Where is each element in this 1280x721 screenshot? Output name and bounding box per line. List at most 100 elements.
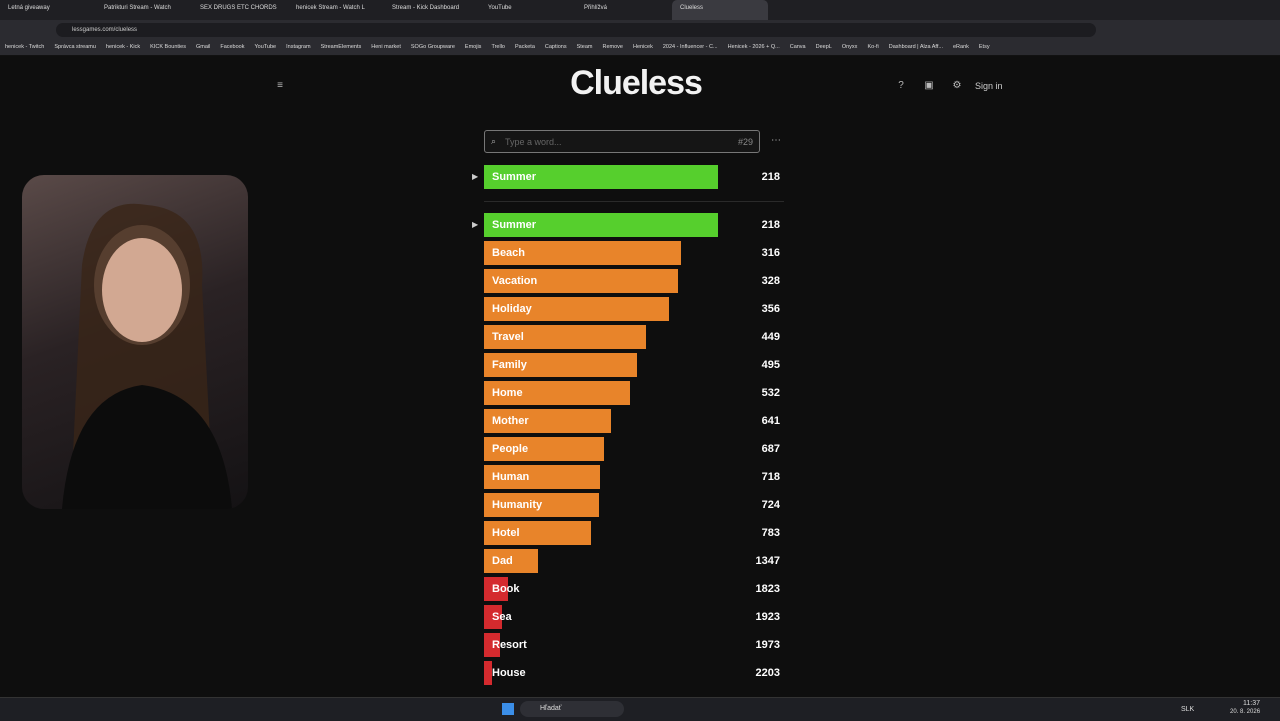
- game-title: Clueless: [570, 64, 703, 102]
- expand-arrow[interactable]: ▶: [472, 220, 479, 229]
- taskbar: Hľadať SLK 11:37 20. 8. 2026: [0, 697, 1280, 721]
- guess-word: Resort: [492, 639, 527, 651]
- settings-icon[interactable]: ⚙: [952, 80, 962, 91]
- bookmark[interactable]: henicek - Twitch: [5, 44, 45, 50]
- proximity-bar: [484, 241, 682, 265]
- guess-word: Human: [492, 471, 530, 483]
- proximity-bar: [484, 661, 492, 685]
- bookmark[interactable]: Etsy: [978, 44, 990, 50]
- bookmark[interactable]: Captions: [544, 44, 567, 50]
- bookmark[interactable]: Dashboard | Alza Aff...: [888, 44, 943, 50]
- guess-row: Beach 316: [484, 241, 784, 265]
- guess-rank: 718: [761, 471, 780, 483]
- guess-word: Vacation: [492, 275, 538, 287]
- proximity-bar: [484, 493, 600, 517]
- expand-arrow[interactable]: ▶: [472, 172, 479, 181]
- bookmark[interactable]: eRank: [952, 44, 969, 50]
- browser-tab[interactable]: YouTube: [488, 5, 512, 11]
- start-button[interactable]: [502, 703, 514, 715]
- guess-rank: 641: [761, 415, 780, 427]
- calendar-icon[interactable]: ▣: [924, 80, 934, 91]
- guess-word: Beach: [492, 247, 526, 259]
- guess-row: Human 718: [484, 465, 784, 489]
- proximity-bar: [484, 325, 647, 349]
- bookmark[interactable]: Emojis: [464, 44, 482, 50]
- guess-row: Book 1823: [484, 577, 784, 601]
- bookmark[interactable]: 2024 - Influencer - C...: [662, 44, 718, 50]
- bookmark[interactable]: Instagram: [286, 44, 311, 50]
- guess-row: Sea 1923: [484, 605, 784, 629]
- guess-word: Mother: [492, 415, 529, 427]
- guess-word: Summer: [492, 171, 537, 183]
- guess-row: Travel 449: [484, 325, 784, 349]
- guess-count: #29: [737, 137, 753, 147]
- bookmark[interactable]: SOGo Groupware: [410, 44, 455, 50]
- guess-word: House: [492, 667, 526, 679]
- help-button[interactable]: ?: [898, 80, 904, 91]
- bookmark[interactable]: DeepL: [815, 44, 832, 50]
- guess-word: Dad: [492, 555, 513, 567]
- browser-tab[interactable]: Patrikturi Stream - Watch: [104, 5, 171, 11]
- guess-word: People: [492, 443, 529, 455]
- guess-word: Humanity: [492, 499, 543, 511]
- guess-row: Dad 1347: [484, 549, 784, 573]
- bookmarks-bar: henicek - Twitch Správca streamu henicek -…: [0, 40, 1280, 56]
- guess-word: Home: [492, 387, 523, 399]
- bookmark[interactable]: Henicek - 2026 + Q...: [727, 44, 780, 50]
- bookmark[interactable]: Správca streamu: [54, 44, 96, 50]
- bookmark[interactable]: Onyxx: [841, 44, 858, 50]
- bookmark[interactable]: Remove: [602, 44, 623, 50]
- bookmark[interactable]: Trello: [491, 44, 505, 50]
- browser-tab[interactable]: Přihlížvá: [584, 5, 608, 11]
- guess-row: House 2203: [484, 661, 784, 685]
- proximity-bar: [484, 213, 718, 237]
- clock-time: 11:37: [1243, 700, 1260, 707]
- proximity-bar: [484, 269, 678, 293]
- separator: [484, 201, 784, 202]
- bookmark[interactable]: StreamElements: [320, 44, 362, 50]
- guess-row: Vacation 328: [484, 269, 784, 293]
- guess-row: Family 495: [484, 353, 784, 377]
- guess-word: Hotel: [492, 527, 520, 539]
- guess-row: Holiday 356: [484, 297, 784, 321]
- input-placeholder: Type a word...: [505, 137, 562, 147]
- url-field[interactable]: lessgames.com/clueless: [56, 23, 1096, 37]
- bookmark[interactable]: Packeta: [515, 44, 535, 50]
- menu-icon[interactable]: ≡: [277, 80, 283, 91]
- guess-rank: 356: [761, 303, 780, 315]
- webcam-overlay: [22, 175, 248, 509]
- sign-in-link[interactable]: Sign in: [975, 81, 1003, 91]
- search-icon: ⌕: [491, 136, 497, 146]
- bookmark[interactable]: Steam: [576, 44, 593, 50]
- proximity-bar: [484, 409, 612, 433]
- guess-word: Sea: [492, 611, 512, 623]
- bookmark[interactable]: henicek - Kick: [105, 44, 141, 50]
- bookmark[interactable]: Heni market: [371, 44, 401, 50]
- browser-tab[interactable]: SEX DRUGS ETC CHORDS: [200, 5, 277, 11]
- bookmark[interactable]: KICK Bounties: [150, 44, 186, 50]
- browser-tab[interactable]: Letná giveaway: [8, 5, 50, 11]
- bookmark[interactable]: Gmail: [195, 44, 211, 50]
- bookmark[interactable]: Henicek: [632, 44, 653, 50]
- guess-row: Home 532: [484, 381, 784, 405]
- guess-row: Resort 1973: [484, 633, 784, 657]
- guess-input[interactable]: ⌕ Type a word... #29: [484, 130, 760, 153]
- proximity-bar: [484, 381, 630, 405]
- browser-tab[interactable]: Clueless: [672, 0, 768, 20]
- guess-word: Holiday: [492, 303, 532, 315]
- guess-rank: 316: [761, 247, 780, 259]
- proximity-bar: [484, 297, 670, 321]
- guess-rank: 1347: [755, 555, 780, 567]
- more-button[interactable]: ⋯: [771, 135, 781, 146]
- bookmark[interactable]: Canva: [789, 44, 806, 50]
- language: SLK: [1181, 706, 1195, 713]
- search-box[interactable]: Hľadať: [520, 701, 624, 717]
- proximity-bar: [484, 165, 718, 189]
- bookmark[interactable]: Facebook: [220, 44, 245, 50]
- browser-tab[interactable]: henicek Stream - Watch L: [296, 5, 365, 11]
- bookmark[interactable]: Ko-fi: [867, 44, 879, 50]
- bookmark[interactable]: YouTube: [254, 44, 277, 50]
- browser-tab[interactable]: Stream - Kick Dashboard: [392, 5, 460, 11]
